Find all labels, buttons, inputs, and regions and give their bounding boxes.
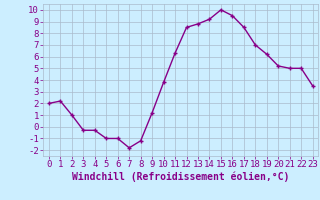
X-axis label: Windchill (Refroidissement éolien,°C): Windchill (Refroidissement éolien,°C) — [72, 172, 290, 182]
